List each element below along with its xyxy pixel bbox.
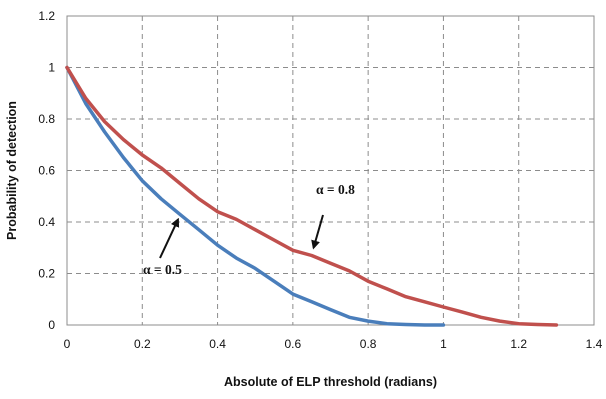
- annotation-arrow: [311, 214, 324, 250]
- plot-area-frame: [66, 15, 595, 326]
- x-tick-label: 1.2: [510, 337, 527, 351]
- y-tick-label: 0.4: [38, 215, 55, 229]
- y-tick-label: 1.2: [38, 9, 55, 23]
- y-tick-label: 0: [48, 318, 55, 332]
- x-tick-label: 0.8: [360, 337, 377, 351]
- y-tick-label: 1: [48, 61, 55, 75]
- grid-lines: [67, 16, 594, 325]
- series-line-2: [65, 65, 559, 327]
- y-tick-label: 0.8: [38, 112, 55, 126]
- tick-labels: 0 0.2 0.4 0.6 0.8 1 1.2 1.4 0 0.2 0.4 0.6 0.8 1 1.2: [38, 9, 602, 351]
- series-lines: [65, 65, 559, 327]
- x-tick-label: 1.4: [586, 337, 603, 351]
- annotation-label: α = 0.5: [143, 262, 182, 277]
- series-line-1: [65, 65, 446, 327]
- y-tick-label: 0.6: [38, 164, 55, 178]
- x-tick-label: 0.4: [209, 337, 226, 351]
- annotation-arrow: [159, 217, 180, 259]
- y-tick-label: 0.2: [38, 267, 55, 281]
- x-axis-title: Absolute of ELP threshold (radians): [224, 375, 437, 389]
- x-tick-label: 0.2: [134, 337, 151, 351]
- x-tick-label: 0.6: [285, 337, 302, 351]
- annotation-label: α = 0.8: [316, 182, 355, 197]
- x-tick-label: 0: [64, 337, 71, 351]
- annotations: α = 0.5 α = 0.8: [143, 182, 355, 277]
- x-tick-label: 1: [440, 337, 447, 351]
- y-axis-title: Probability of detection: [5, 101, 19, 240]
